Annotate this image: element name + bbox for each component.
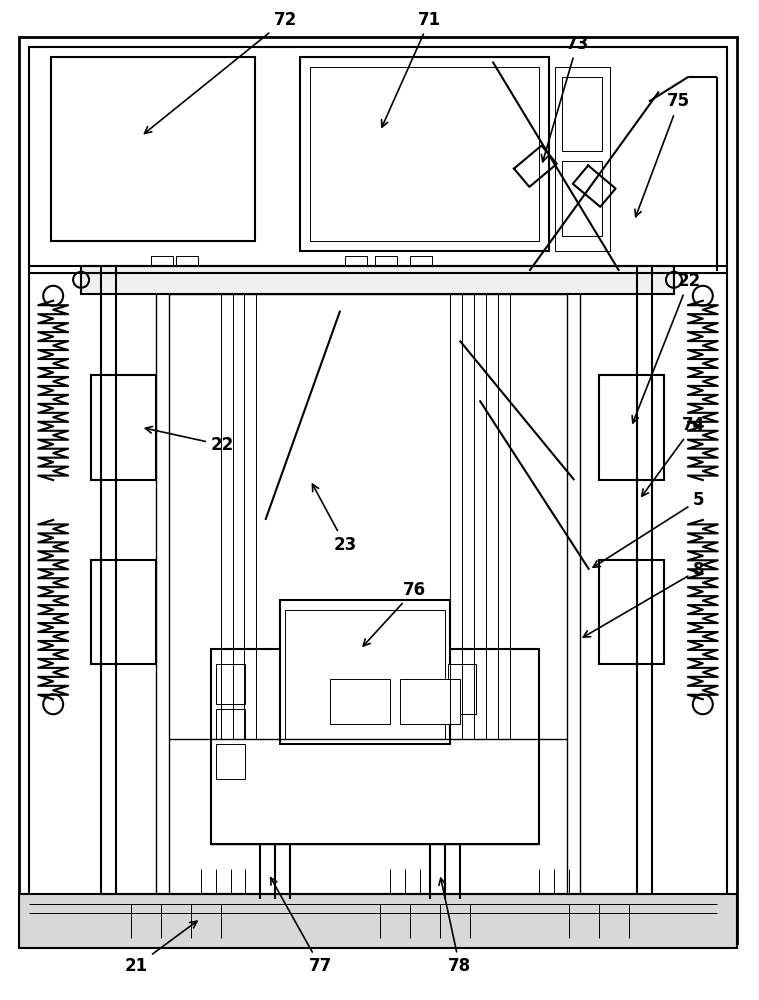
Bar: [216, 709, 245, 739]
Bar: [210, 649, 540, 844]
Bar: [91, 560, 156, 664]
Bar: [562, 161, 602, 236]
Bar: [81, 266, 674, 294]
Bar: [176, 256, 197, 274]
Bar: [562, 77, 602, 151]
Text: 78: 78: [439, 878, 471, 975]
Bar: [448, 664, 476, 714]
Bar: [375, 256, 397, 274]
Text: 21: 21: [124, 921, 197, 975]
Bar: [410, 256, 432, 274]
Bar: [30, 47, 726, 933]
Text: 77: 77: [271, 878, 332, 975]
Text: 22: 22: [632, 272, 701, 423]
Bar: [556, 67, 610, 251]
Bar: [151, 256, 173, 274]
Bar: [301, 57, 550, 251]
Bar: [51, 57, 256, 241]
Bar: [599, 375, 664, 480]
Text: 22: 22: [146, 426, 235, 454]
Text: 23: 23: [313, 484, 357, 554]
Bar: [599, 560, 664, 664]
Text: 71: 71: [382, 11, 442, 127]
Text: 5: 5: [593, 491, 704, 567]
Bar: [19, 894, 737, 948]
Text: 74: 74: [642, 416, 705, 496]
Bar: [216, 744, 245, 779]
Text: 8: 8: [583, 561, 704, 637]
Text: 75: 75: [635, 92, 691, 217]
Bar: [91, 375, 156, 480]
Bar: [285, 610, 445, 739]
Bar: [400, 679, 460, 724]
Bar: [310, 67, 540, 241]
Bar: [345, 256, 367, 274]
Bar: [280, 600, 450, 744]
Text: 72: 72: [144, 11, 297, 133]
Text: 76: 76: [364, 581, 427, 646]
Bar: [216, 664, 245, 704]
Text: 73: 73: [541, 35, 589, 162]
Bar: [330, 679, 390, 724]
